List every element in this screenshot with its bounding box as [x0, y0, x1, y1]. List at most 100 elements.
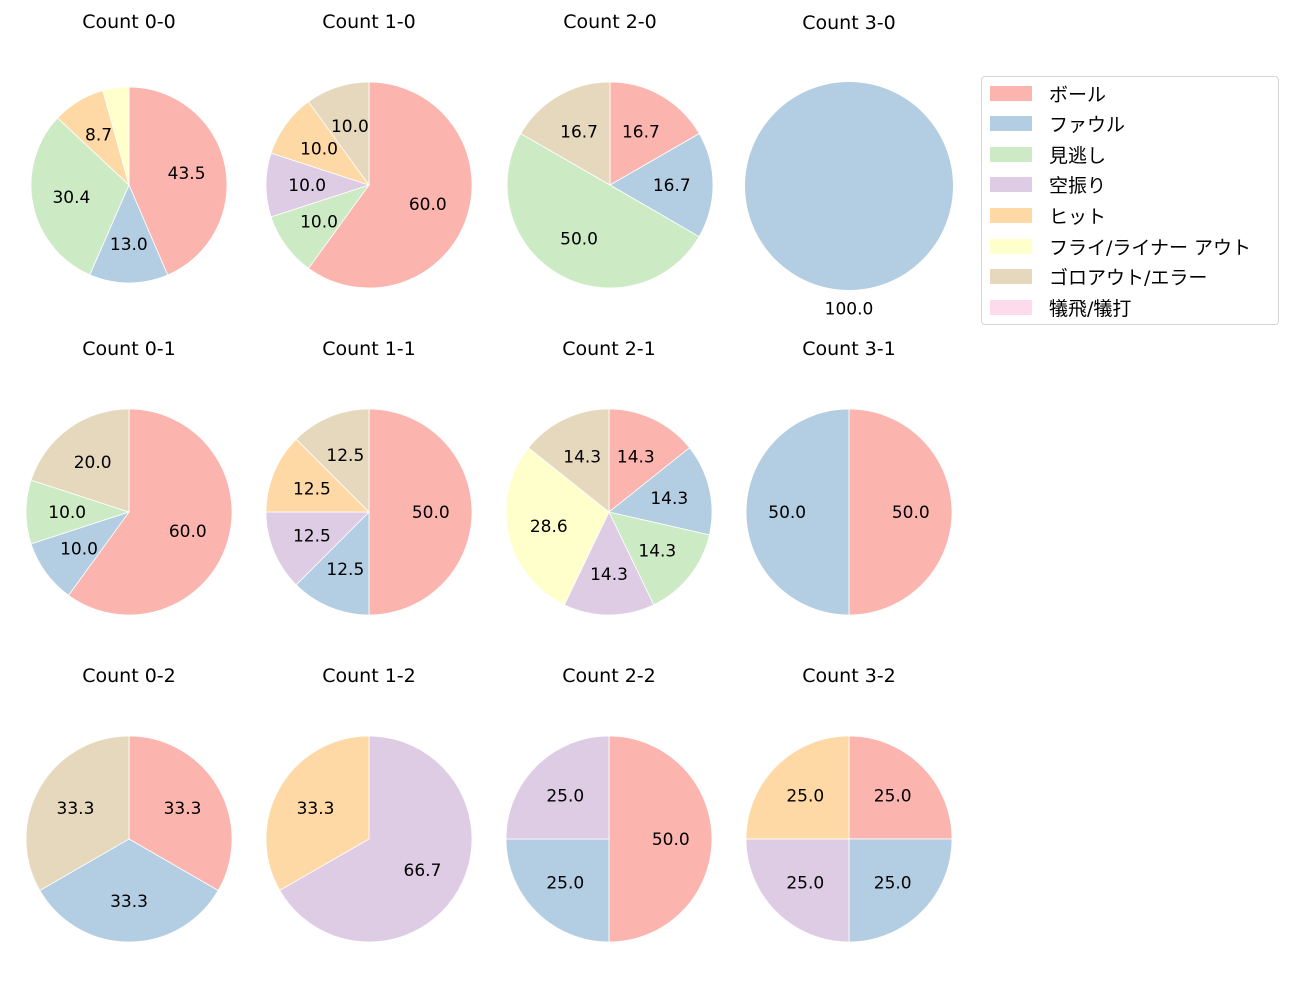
pie-value-label: 14.3 [563, 447, 601, 467]
pie-slice [128, 735, 233, 892]
pie-slice [745, 82, 953, 290]
pie-chart: Count 3-0 100.0 [745, 12, 953, 319]
legend-item: 空振り [990, 173, 1106, 197]
pie-slice [102, 86, 130, 186]
legend-item: フライ/ライナー アウト [990, 234, 1252, 259]
legend-item: ゴロアウト/エラー [990, 265, 1207, 289]
pie-title: Count 1-1 [322, 338, 416, 360]
pie-slice [505, 735, 610, 840]
pie-value-label: 43.5 [168, 164, 206, 184]
pie-value-label: 10.0 [331, 117, 369, 137]
pie-value-label: 33.3 [57, 799, 95, 819]
legend-label: フライ/ライナー アウト [1049, 236, 1252, 259]
pie-slice [609, 81, 700, 186]
legend-label: 犠飛/犠打 [1049, 297, 1132, 320]
pie-chart: Count 3-1 50.0 50.0 [745, 338, 953, 616]
pie-slice [527, 408, 610, 513]
pie-value-label: 12.5 [326, 446, 364, 466]
pie-value-label: 60.0 [169, 522, 207, 542]
pie-chart: Count 1-1 50.0 12.5 12.5 12.5 12.5 [265, 338, 473, 616]
pie-value-label: 10.0 [60, 539, 98, 559]
pie-value-label: 14.3 [650, 489, 688, 509]
pie-chart: Count 2-1 14.3 14.3 14.3 14.3 28.6 14.3 [505, 338, 713, 616]
pie-value-label: 10.0 [48, 503, 86, 523]
pie-value-label: 12.5 [293, 527, 331, 547]
pie-slice [265, 735, 370, 891]
legend-item: ヒット [990, 203, 1107, 228]
pie-value-label: 66.7 [404, 861, 442, 881]
pie-value-label: 16.7 [653, 176, 691, 196]
pie-title: Count 1-2 [322, 665, 416, 687]
pie-value-label: 12.5 [293, 479, 331, 499]
pie-title: Count 2-1 [562, 338, 656, 360]
pie-value-label: 16.7 [622, 122, 660, 142]
legend-swatch [990, 85, 1032, 101]
pie-value-label: 33.3 [297, 799, 335, 819]
pie-value-label: 25.0 [786, 786, 824, 806]
legend-item: ファウル [990, 112, 1125, 136]
pie-value-label: 25.0 [874, 786, 912, 806]
pie-title: Count 0-2 [82, 665, 176, 687]
legend-item: ボール [990, 81, 1106, 106]
pie-value-label: 33.3 [110, 892, 148, 912]
pie-value-label: 25.0 [546, 874, 584, 894]
pie-slice [848, 408, 953, 616]
pie-value-label: 16.7 [560, 122, 598, 142]
legend-swatch [990, 146, 1032, 162]
pie-value-label: 50.0 [412, 503, 450, 523]
pie-slice [89, 183, 169, 284]
pie-value-label: 10.0 [288, 176, 326, 196]
pie-value-label: 50.0 [768, 503, 806, 523]
pie-title: Count 2-2 [562, 665, 656, 687]
pie-value-label: 14.3 [638, 542, 676, 562]
legend-label: 空振り [1049, 175, 1107, 198]
legend-label: ヒット [1049, 205, 1107, 228]
pie-slice [609, 133, 714, 238]
pie-value-label: 50.0 [560, 230, 598, 250]
pie-slice [608, 511, 710, 606]
pie-slice [265, 511, 370, 586]
pie-value-label: 25.0 [874, 874, 912, 894]
pie-value-label: 33.3 [164, 799, 202, 819]
pie-chart: Count 2-0 16.7 16.7 50.0 16.7 [506, 11, 714, 289]
pie-value-label: 30.4 [52, 188, 90, 208]
legend-item: 見逃し [990, 142, 1107, 167]
pie-title: Count 3-0 [802, 12, 896, 34]
pie-slice [745, 735, 850, 840]
legend-swatch [990, 238, 1032, 254]
pie-value-label: 50.0 [892, 503, 930, 523]
pie-value-label: 14.3 [617, 447, 655, 467]
legend-swatch [990, 299, 1032, 315]
legend-swatch [990, 269, 1032, 285]
pie-title: Count 3-1 [802, 338, 896, 360]
pie-title: Count 0-1 [82, 338, 176, 360]
pie-slice [563, 511, 655, 616]
pie-chart: Count 1-2 66.7 33.3 [265, 665, 473, 943]
chart-legend: ボールファウル見逃し空振りヒットフライ/ライナー アウトゴロアウト/エラー犠飛/… [981, 76, 1279, 325]
pie-slice [505, 447, 610, 606]
pie-slice [295, 511, 370, 616]
pie-slice [848, 838, 953, 943]
pie-slice [520, 81, 611, 186]
pie-title: Count 1-0 [322, 11, 416, 33]
legend-label: ファウル [1049, 114, 1126, 137]
pie-slice [279, 735, 473, 943]
pie-value-label: 14.3 [590, 565, 628, 585]
pie-value-label: 50.0 [652, 830, 690, 850]
pie-value-label: 60.0 [409, 195, 447, 215]
legend-swatch [990, 207, 1032, 223]
pie-slice [608, 447, 713, 536]
pie-slice [505, 838, 610, 943]
pie-slice [307, 81, 473, 289]
pie-value-label: 20.0 [74, 453, 112, 473]
pie-chart: Count 0-2 33.3 33.3 33.3 [25, 665, 233, 943]
pie-slice [25, 735, 130, 892]
pie-chart: Count 1-0 60.0 10.0 10.0 10.0 10.0 [265, 11, 473, 289]
pie-chart: Count 2-2 50.0 25.0 25.0 [505, 665, 713, 943]
pie-slice [745, 408, 850, 616]
legend-label: 見逃し [1049, 144, 1107, 167]
pie-slice [745, 838, 850, 943]
pie-slice [67, 408, 233, 616]
pie-value-label: 25.0 [786, 874, 824, 894]
